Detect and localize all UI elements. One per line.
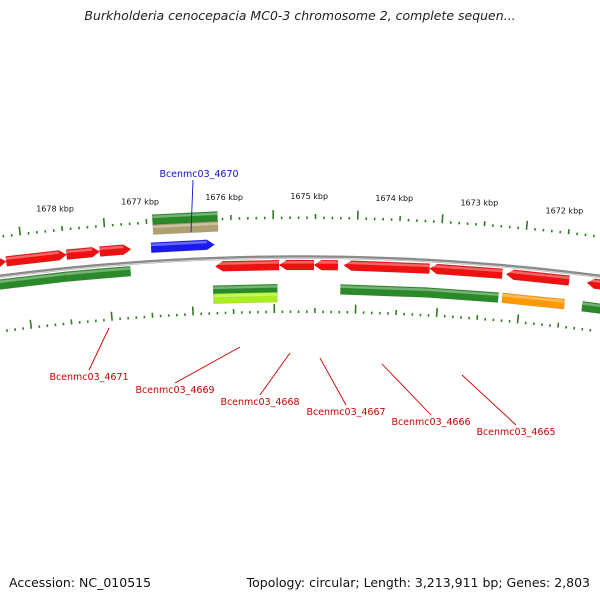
callout-line (89, 328, 109, 370)
outer-tick (526, 221, 527, 230)
inner-tick (437, 308, 438, 317)
map-title: Burkholderia cenocepacia MC0-3 chromosom… (0, 8, 600, 23)
kbp-label: 1674 kbp (375, 194, 413, 203)
gene-label[interactable]: Bcenmc03_4670 (159, 169, 238, 180)
gene-callouts: Bcenmc03_4670 Bcenmc03_4671 Bcenmc03_4669 B… (49, 169, 555, 438)
kbp-label: 1673 kbp (460, 199, 498, 208)
outer-tick (568, 229, 569, 234)
gene-label[interactable]: Bcenmc03_4668 (220, 397, 299, 408)
gene-label[interactable]: Bcenmc03_4671 (49, 372, 128, 383)
outer-tick (104, 218, 105, 227)
genome-stats-text: Topology: circular; Length: 3,213,911 bp… (247, 575, 590, 590)
kbp-label: 1675 kbp (290, 192, 328, 201)
gene-label[interactable]: Bcenmc03_4665 (476, 427, 555, 438)
kbp-label: 1676 kbp (205, 193, 243, 202)
kbp-label: 1672 kbp (546, 207, 584, 216)
inner-tick (518, 314, 519, 323)
outer-tick (442, 214, 443, 223)
inner-tick (30, 320, 31, 329)
accession-text: Accession: NC_010515 (9, 575, 151, 590)
gene-gloss (279, 261, 314, 264)
kbp-label: 1677 kbp (121, 197, 159, 206)
callout-line (320, 358, 346, 405)
gene-arrow-red[interactable] (0, 257, 6, 268)
outer-tick (19, 227, 20, 236)
inner-tick (111, 312, 112, 321)
kbp-label-group: 1678 kbp 1677 kbp 1676 kbp 1675 kbp 1674 kbp… (36, 192, 583, 216)
gene-gloss (314, 261, 338, 264)
callout-line (260, 353, 290, 395)
gene-label[interactable]: Bcenmc03_4669 (135, 385, 214, 396)
gene-label[interactable]: Bcenmc03_4667 (306, 407, 385, 418)
callout-line (382, 364, 431, 415)
inner-tick (558, 323, 559, 328)
callout-line (175, 347, 240, 383)
kbp-label: 1678 kbp (36, 205, 74, 214)
gene-label[interactable]: Bcenmc03_4666 (391, 417, 470, 428)
